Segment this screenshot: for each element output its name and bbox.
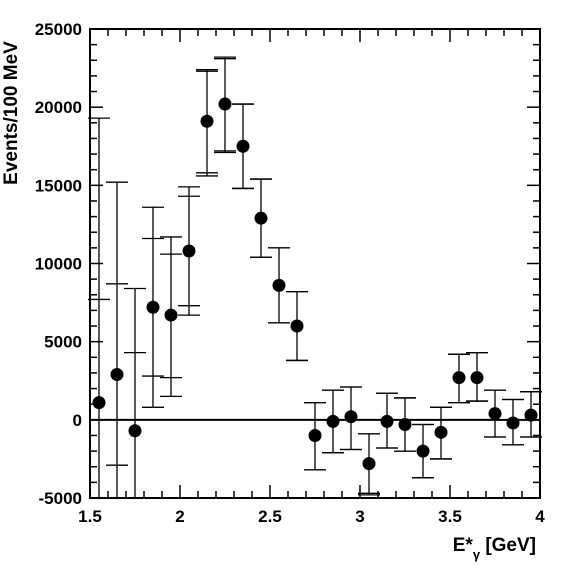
data-point xyxy=(106,181,128,498)
data-point xyxy=(178,186,200,316)
data-point xyxy=(142,206,164,408)
data-marker xyxy=(524,408,538,422)
data-marker xyxy=(470,371,484,385)
data-marker xyxy=(236,139,250,153)
data-point xyxy=(412,423,434,479)
data-point xyxy=(214,56,236,154)
x-tick-label: 1.5 xyxy=(78,507,102,526)
plot-frame xyxy=(89,28,541,499)
data-point xyxy=(466,351,488,402)
data-marker xyxy=(344,410,358,424)
data-marker xyxy=(452,371,466,385)
data-marker xyxy=(326,414,340,428)
data-point xyxy=(376,392,398,449)
data-marker xyxy=(398,418,412,432)
x-axis-title: E*γ [GeV] xyxy=(453,535,536,562)
data-marker xyxy=(380,414,394,428)
data-marker xyxy=(164,308,178,322)
data-marker xyxy=(416,444,430,458)
data-point xyxy=(124,287,146,498)
y-tick-label: -5000 xyxy=(39,489,82,508)
data-point xyxy=(448,353,470,404)
data-marker xyxy=(146,300,160,314)
data-point xyxy=(160,236,182,398)
data-marker xyxy=(488,407,502,421)
data-point xyxy=(196,68,218,177)
plot-marks xyxy=(88,56,542,498)
y-tick-label: 0 xyxy=(73,411,82,430)
y-axis-title: Events/100 MeV xyxy=(1,41,22,185)
data-marker xyxy=(362,457,376,471)
x-tick-label: 3 xyxy=(355,507,364,526)
y-tick-label: 5000 xyxy=(44,333,82,352)
x-axis-title-base: E* xyxy=(453,535,474,556)
data-marker xyxy=(308,428,322,442)
data-point xyxy=(232,103,254,190)
data-marker xyxy=(290,319,304,333)
y-tick-label: 25000 xyxy=(35,20,82,39)
axis-ticks: 1.5 2 2.5 3 3.5 4 -5000 0 5000 10000 15000 20000 250… xyxy=(35,20,546,526)
data-point xyxy=(358,433,380,496)
data-point xyxy=(430,406,452,460)
data-marker xyxy=(272,278,286,292)
data-marker xyxy=(200,114,214,128)
x-tick-label: 4 xyxy=(535,507,545,526)
x-tick-label: 2 xyxy=(175,507,184,526)
data-point xyxy=(394,397,416,452)
data-point xyxy=(340,386,362,451)
x-tick-label: 3.5 xyxy=(438,507,462,526)
data-point xyxy=(484,389,506,438)
y-tick-label: 15000 xyxy=(35,176,82,195)
y-tick-label: 10000 xyxy=(35,255,82,274)
data-point xyxy=(502,398,524,446)
x-tick-label: 2.5 xyxy=(258,507,282,526)
data-point xyxy=(250,178,272,258)
data-marker xyxy=(92,396,106,410)
data-point xyxy=(88,117,110,498)
data-marker xyxy=(110,367,124,381)
data-point xyxy=(286,290,308,362)
x-axis-title-unit: [GeV] xyxy=(480,535,536,556)
data-marker xyxy=(434,425,448,439)
data-marker xyxy=(506,416,520,430)
data-point xyxy=(304,401,326,471)
y-tick-label: 20000 xyxy=(35,98,82,117)
data-marker xyxy=(218,97,232,111)
data-marker xyxy=(128,424,142,438)
data-marker xyxy=(182,244,196,258)
x-axis-title-subscript: γ xyxy=(473,547,481,562)
data-point xyxy=(520,391,542,438)
data-point xyxy=(322,389,344,454)
data-point xyxy=(268,247,290,324)
data-marker xyxy=(254,211,268,225)
